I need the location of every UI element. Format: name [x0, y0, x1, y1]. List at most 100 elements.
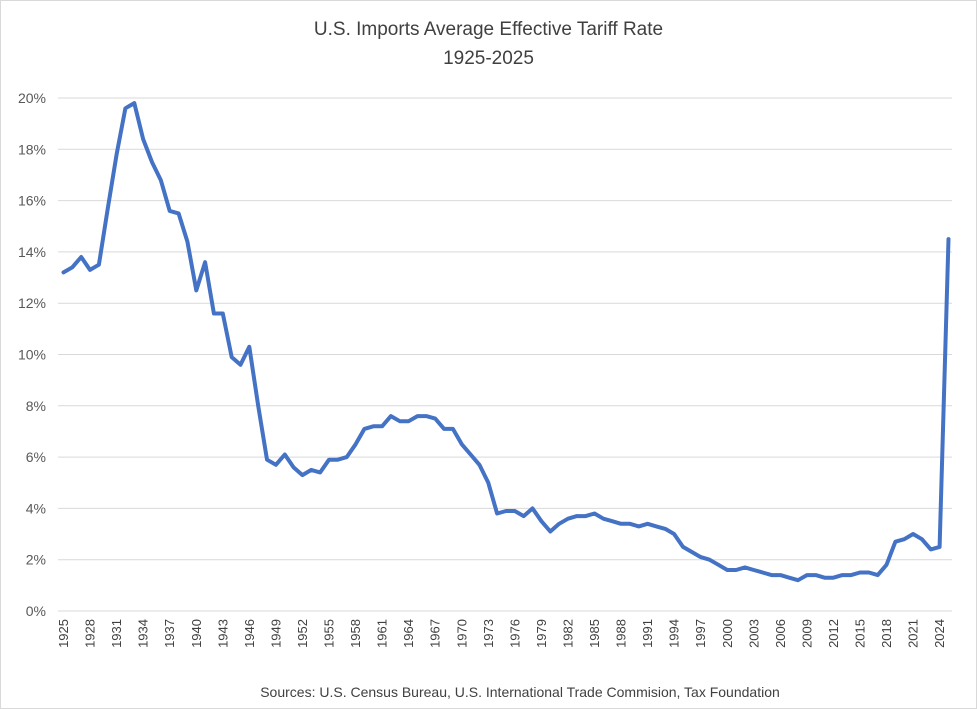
x-tick-label: 1982 [560, 619, 575, 648]
x-tick-label: 1976 [507, 619, 522, 648]
x-tick-label: 1985 [587, 619, 602, 648]
x-tick-label: 2024 [932, 619, 947, 648]
data-point-2005 [770, 573, 774, 577]
y-tick-label: 20% [18, 90, 46, 106]
data-point-2023 [929, 547, 933, 551]
data-point-1956 [336, 458, 340, 462]
data-point-1927 [79, 255, 83, 259]
data-point-1963 [398, 419, 402, 423]
data-point-1941 [203, 260, 207, 264]
x-tick-label: 2015 [853, 619, 868, 648]
data-point-1969 [451, 427, 455, 431]
x-tick-label: 1979 [534, 619, 549, 648]
y-tick-label: 12% [18, 295, 46, 311]
data-point-1999 [716, 563, 720, 567]
y-tick-label: 18% [18, 141, 46, 157]
data-point-1975 [504, 509, 508, 513]
x-tick-label: 2003 [746, 619, 761, 648]
y-tick-label: 8% [26, 398, 46, 414]
data-point-1959 [362, 427, 366, 431]
data-point-1972 [477, 463, 481, 467]
data-point-1967 [433, 417, 437, 421]
data-point-1974 [495, 512, 499, 516]
data-point-2025 [947, 237, 951, 241]
x-tick-label: 1991 [640, 619, 655, 648]
data-point-2017 [876, 573, 880, 577]
data-point-1925 [62, 270, 66, 274]
data-point-1978 [531, 506, 535, 510]
data-point-1986 [601, 517, 605, 521]
data-point-1995 [681, 545, 685, 549]
y-axis-ticks: 0% 2% 4% 6% 8% 10% 12% 14% 16% 18% 20% [18, 90, 46, 619]
data-point-2013 [840, 573, 844, 577]
x-tick-label: 1931 [109, 619, 124, 648]
data-point-1981 [557, 522, 561, 526]
data-point-1936 [159, 178, 163, 182]
data-point-2015 [858, 571, 862, 575]
x-tick-label: 1967 [428, 619, 443, 648]
chart-title: U.S. Imports Average Effective Tariff Ra… [313, 19, 664, 40]
x-tick-label: 1988 [614, 619, 629, 648]
data-point-2010 [814, 573, 818, 577]
data-point-1992 [654, 524, 658, 528]
data-point-2006 [778, 573, 782, 577]
data-point-1977 [522, 514, 526, 518]
gridlines [58, 97, 952, 612]
data-point-2008 [796, 578, 800, 582]
data-point-1938 [177, 211, 181, 215]
data-point-1994 [672, 532, 676, 536]
data-point-1933 [132, 101, 136, 105]
data-point-1987 [610, 519, 614, 523]
data-point-2024 [938, 545, 942, 549]
x-tick-label: 1946 [242, 619, 257, 648]
x-tick-label: 1952 [295, 619, 310, 648]
data-point-1964 [407, 419, 411, 423]
data-point-1988 [619, 522, 623, 526]
data-point-2003 [752, 568, 756, 572]
data-point-2002 [743, 565, 747, 569]
x-tick-label: 1970 [454, 619, 469, 648]
data-point-1958 [354, 442, 358, 446]
y-tick-label: 14% [18, 244, 46, 260]
x-axis-ticks: 1925 1928 1931 1934 1937 1940 1943 1946 1949 1952… [56, 619, 947, 648]
x-tick-label: 1934 [136, 619, 151, 648]
data-point-1950 [283, 453, 287, 457]
data-point-1948 [265, 458, 269, 462]
data-point-1955 [327, 458, 331, 462]
data-point-1971 [469, 453, 473, 457]
y-tick-label: 2% [26, 552, 46, 568]
data-point-1979 [539, 519, 543, 523]
y-tick-label: 0% [26, 603, 46, 619]
data-point-1940 [194, 288, 198, 292]
data-point-2004 [761, 571, 765, 575]
chart-subtitle: 1925-2025 [443, 48, 534, 69]
data-point-1962 [389, 414, 393, 418]
x-tick-label: 2006 [773, 619, 788, 648]
data-point-2021 [911, 532, 915, 536]
data-point-1935 [150, 160, 154, 164]
data-point-1966 [424, 414, 428, 418]
data-point-1976 [513, 509, 517, 513]
data-point-1973 [486, 481, 490, 485]
data-point-2001 [734, 568, 738, 572]
y-tick-label: 6% [26, 449, 46, 465]
data-point-1934 [141, 137, 145, 141]
data-point-1997 [699, 555, 703, 559]
x-tick-label: 1994 [667, 619, 682, 648]
plot-area [61, 101, 951, 583]
data-point-1930 [106, 206, 110, 210]
data-point-1949 [274, 463, 278, 467]
x-tick-label: 1928 [83, 619, 98, 648]
x-tick-label: 1961 [375, 619, 390, 648]
data-point-1929 [97, 263, 101, 267]
data-point-1985 [593, 512, 597, 516]
data-point-1951 [292, 465, 296, 469]
data-point-2007 [787, 576, 791, 580]
data-point-1946 [247, 345, 251, 349]
data-point-1961 [380, 424, 384, 428]
series-line-tariff-rate [61, 101, 951, 583]
x-tick-label: 1937 [162, 619, 177, 648]
x-tick-label: 1949 [268, 619, 283, 648]
data-point-2018 [885, 563, 889, 567]
data-point-1954 [318, 470, 322, 474]
